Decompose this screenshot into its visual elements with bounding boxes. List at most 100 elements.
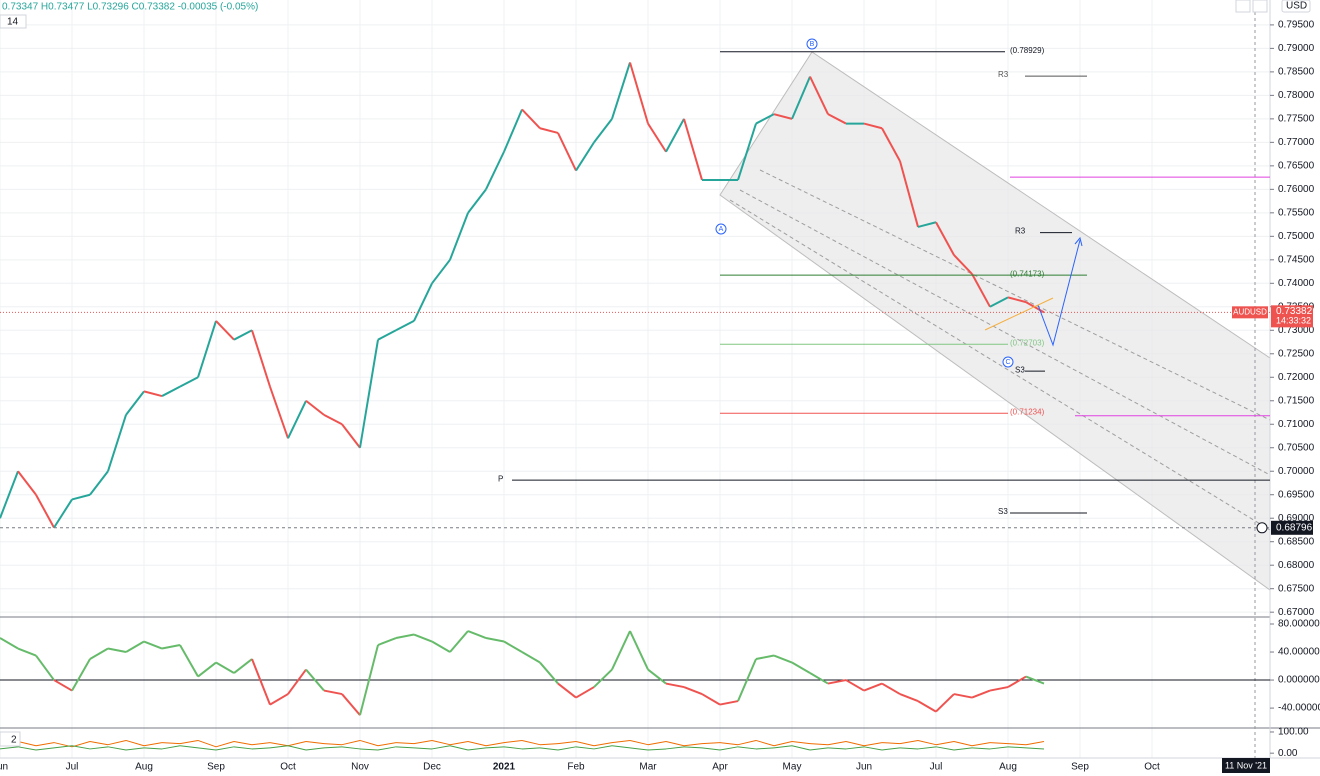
currency-button[interactable] — [1281, 0, 1311, 13]
line-segment — [971, 273, 991, 308]
line-segment — [89, 647, 109, 660]
level-label: (0.72703) — [1010, 338, 1045, 347]
line-segment — [1007, 675, 1027, 688]
line-segment — [197, 661, 217, 678]
line-segment — [161, 742, 181, 745]
line-segment — [233, 746, 253, 750]
line-segment — [431, 640, 451, 653]
line-segment — [269, 745, 289, 749]
y-tick-label: 0.70500 — [1278, 442, 1315, 453]
line-segment — [431, 259, 451, 284]
line-segment — [143, 742, 163, 747]
line-segment — [935, 741, 955, 746]
line-segment — [125, 747, 145, 751]
line-segment — [89, 746, 109, 750]
line-segment — [917, 746, 937, 750]
line-segment — [989, 746, 1009, 750]
y-tick-label: 0.68500 — [1278, 536, 1315, 547]
line-segment — [827, 747, 847, 750]
channel-line — [729, 199, 1271, 531]
line-segment — [719, 700, 739, 706]
line-segment — [539, 747, 559, 751]
line-segment — [665, 118, 685, 153]
line-segment — [665, 682, 685, 689]
line-segment — [215, 320, 235, 341]
line-segment — [593, 742, 613, 747]
line-segment — [287, 745, 307, 751]
level-label: S3 — [998, 507, 1008, 516]
line-segment — [359, 739, 379, 747]
line-segment — [341, 693, 361, 716]
symbol-label: AUDUSD — [1233, 307, 1267, 316]
line-segment — [1007, 296, 1027, 304]
x-tick-label: Apr — [712, 762, 728, 773]
y-tick-label: 0.79500 — [1278, 20, 1315, 31]
y-tick-label: 40.000000 — [1278, 647, 1320, 658]
line-segment — [629, 739, 649, 746]
line-segment — [575, 746, 595, 750]
line-segment — [773, 113, 793, 120]
line-segment — [1007, 743, 1027, 746]
x-tick-label: Jul — [66, 762, 79, 773]
y-tick-label: 0.73000 — [1278, 325, 1315, 336]
level-label: (0.71234) — [1010, 407, 1045, 416]
line-segment — [143, 747, 163, 750]
line-segment — [683, 686, 703, 696]
y-tick-label: 0.71500 — [1278, 395, 1315, 406]
line-segment — [35, 747, 55, 751]
line-segment — [719, 746, 739, 751]
line-segment — [575, 686, 595, 699]
line-segment — [485, 746, 505, 749]
y-tick-label: 0.67000 — [1278, 607, 1315, 618]
line-segment — [827, 741, 847, 746]
currency[interactable]: USD — [1286, 1, 1307, 12]
line-segment — [17, 470, 37, 496]
y-tick-label: 100.00 — [1278, 727, 1309, 738]
y-tick-label: 0.75000 — [1278, 231, 1315, 242]
line-segment — [683, 118, 703, 181]
line-segment — [593, 118, 613, 143]
y-tick-label: 0.77500 — [1278, 114, 1315, 125]
line-segment — [665, 741, 685, 747]
line-segment — [557, 741, 577, 745]
y-tick-label: 0.72500 — [1278, 348, 1315, 359]
line-segment — [629, 62, 649, 124]
line-segment — [323, 743, 343, 746]
line-segment — [485, 151, 505, 190]
level-label: P — [498, 474, 503, 483]
y-tick-label: 0.72000 — [1278, 372, 1315, 383]
line-segment — [305, 747, 325, 751]
line-segment — [395, 746, 415, 749]
y-tick-label: 0.76000 — [1278, 184, 1315, 195]
line-segment — [989, 742, 1009, 745]
line-segment — [395, 633, 415, 640]
line-segment — [413, 282, 433, 322]
line-segment — [521, 747, 541, 750]
projection-arrow — [1037, 239, 1081, 347]
line-segment — [161, 385, 181, 397]
line-segment — [791, 661, 811, 674]
interval: 14 — [7, 17, 19, 28]
line-segment — [755, 113, 775, 125]
line-segment — [1007, 746, 1027, 749]
line-segment — [17, 647, 37, 657]
x-tick-label: Oct — [280, 762, 296, 773]
line-segment — [233, 658, 253, 674]
line-segment — [161, 745, 181, 750]
line-segment — [953, 747, 973, 751]
maximize-button[interactable] — [1252, 0, 1268, 13]
line-segment — [845, 746, 865, 750]
line-segment — [251, 742, 271, 746]
line-segment — [431, 739, 451, 746]
line-segment — [935, 746, 955, 751]
arrow-button[interactable] — [1235, 0, 1251, 13]
line-segment — [827, 113, 847, 125]
x-tick-label: Jul — [930, 762, 943, 773]
line-segment — [1025, 675, 1045, 685]
line-segment — [881, 682, 901, 695]
line-segment — [791, 745, 811, 751]
line-segment — [53, 679, 73, 692]
y-tick-label: 0.78500 — [1278, 67, 1315, 78]
line-segment — [71, 493, 91, 501]
